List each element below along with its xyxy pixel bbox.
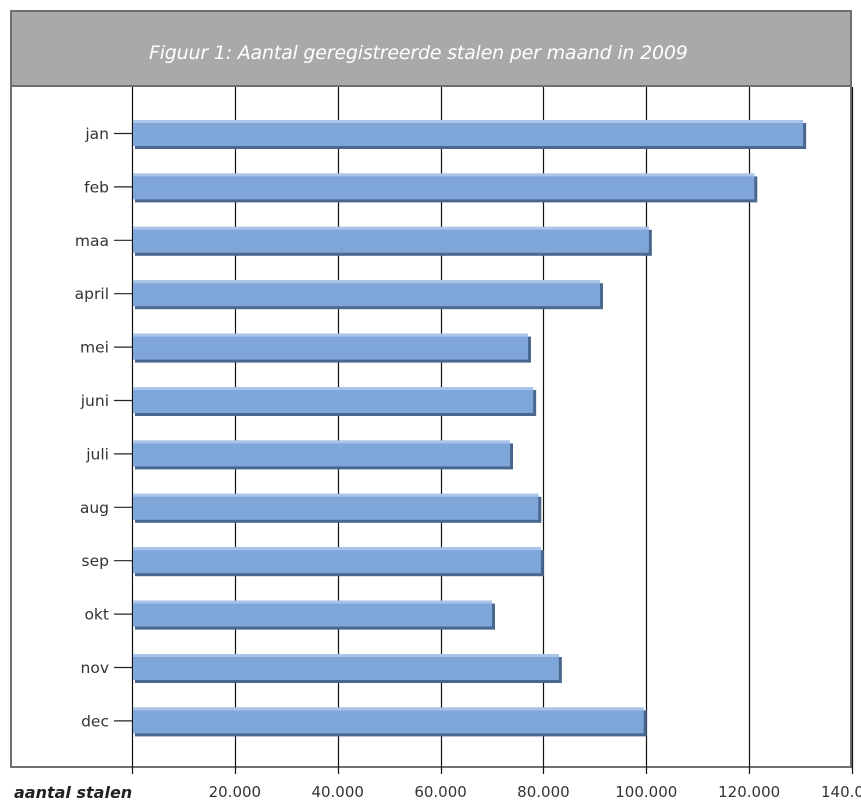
bar-highlight bbox=[133, 440, 510, 444]
x-tick-label: 100.000 bbox=[615, 783, 677, 801]
bar-mei bbox=[133, 333, 528, 360]
bar-highlight bbox=[133, 493, 539, 497]
bar-highlight bbox=[133, 226, 649, 230]
bar-highlight bbox=[133, 547, 541, 551]
bar-highlight bbox=[133, 333, 528, 337]
bar-highlight bbox=[133, 600, 492, 604]
bar-nov bbox=[133, 654, 559, 680]
category-label: feb bbox=[84, 178, 109, 196]
bar-highlight bbox=[133, 654, 559, 657]
x-axis-title: aantal stalen bbox=[14, 783, 133, 802]
category-label: maa bbox=[75, 232, 109, 250]
x-tick-label: 60.000 bbox=[414, 783, 467, 801]
bar-okt bbox=[133, 600, 492, 627]
bar-highlight bbox=[133, 707, 644, 711]
category-label: nov bbox=[81, 659, 109, 677]
x-tick-labels: 20.000 40.000 60.000 80.000 100.000 120.000 14… bbox=[209, 783, 861, 801]
chart-title: Figuur 1: Aantal geregistreerde stalen p… bbox=[149, 42, 688, 64]
category-labels: jan feb maa april mei juni juli aug sep okt nov dec bbox=[75, 125, 132, 730]
bar-sep bbox=[133, 547, 541, 574]
bar-highlight bbox=[133, 387, 534, 390]
category-label: juli bbox=[85, 445, 109, 463]
category-label: april bbox=[75, 285, 109, 303]
x-tick-label: 140.000 bbox=[821, 783, 861, 801]
category-label: dec bbox=[81, 712, 109, 730]
bar-highlight bbox=[133, 280, 600, 284]
bar-juni bbox=[133, 387, 534, 413]
bar-jan bbox=[133, 120, 804, 146]
bar-april bbox=[133, 280, 600, 307]
bar-juli bbox=[133, 440, 510, 467]
x-tick-label: 80.000 bbox=[517, 783, 570, 801]
category-label: sep bbox=[82, 552, 109, 570]
bar-highlight bbox=[133, 173, 755, 177]
x-tick-label: 20.000 bbox=[209, 783, 262, 801]
bar-highlight bbox=[133, 120, 804, 123]
category-label: juni bbox=[80, 392, 109, 410]
category-label: okt bbox=[84, 606, 109, 624]
bar-aug bbox=[133, 493, 539, 520]
category-label: aug bbox=[80, 499, 109, 517]
bar-maa bbox=[133, 226, 649, 253]
x-tick-label: 120.000 bbox=[718, 783, 780, 801]
bars bbox=[133, 120, 807, 737]
bar-feb bbox=[133, 173, 755, 200]
bar-dec bbox=[133, 707, 644, 734]
title-bar: Figuur 1: Aantal geregistreerde stalen p… bbox=[12, 12, 850, 87]
category-label: mei bbox=[80, 339, 109, 357]
x-tick-label: 40.000 bbox=[311, 783, 364, 801]
category-label: jan bbox=[84, 125, 109, 143]
